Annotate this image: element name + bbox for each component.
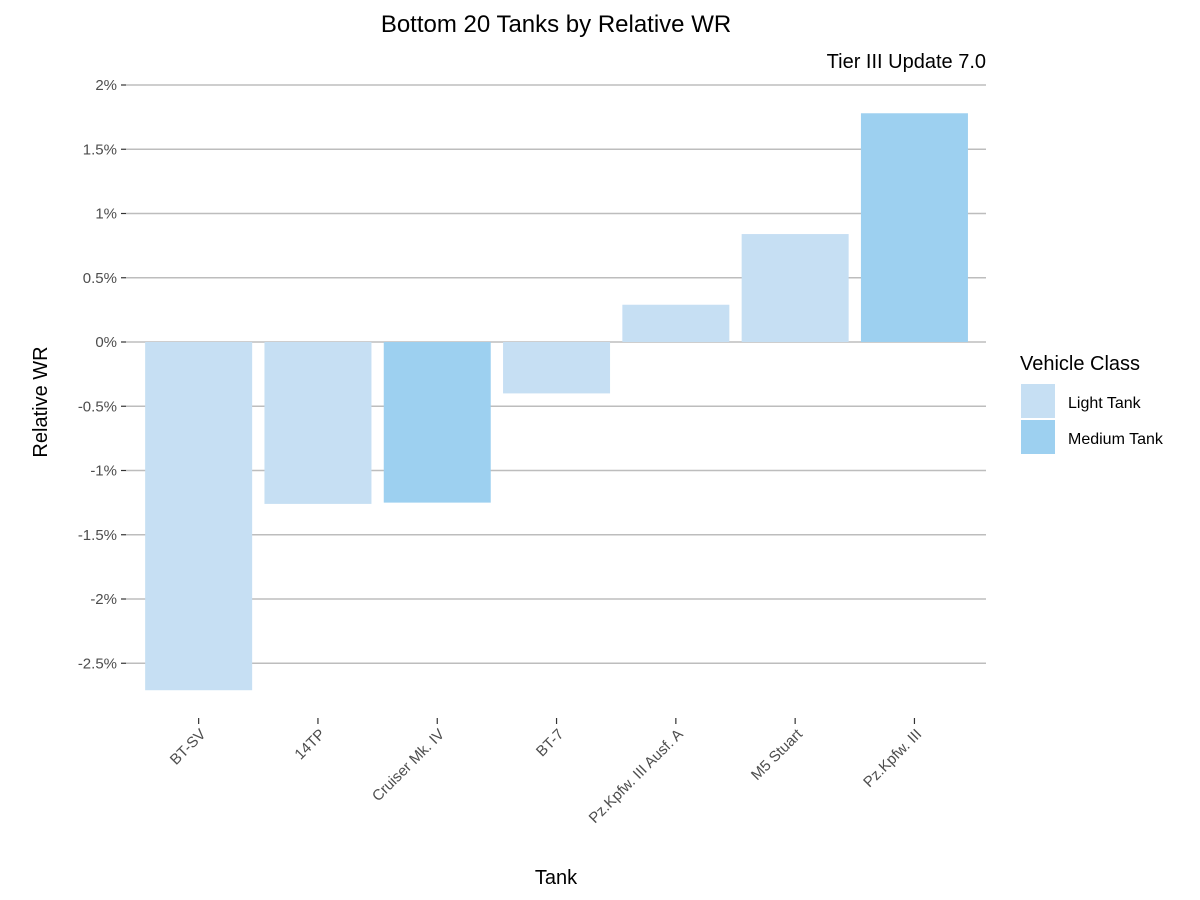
y-tick-label: 1.5% (83, 141, 117, 158)
y-tick-label: -2.5% (78, 655, 117, 672)
x-tick-label: Pz.Kpfw. III (860, 726, 925, 791)
legend: Vehicle Class Light Tank Medium Tank (1020, 353, 1164, 454)
legend-title: Vehicle Class (1020, 353, 1140, 375)
chart-subtitle: Tier III Update 7.0 (827, 51, 986, 73)
y-tick-label: 0% (95, 334, 117, 351)
x-tick-label: Pz.Kpfw. III Ausf. A (586, 726, 687, 827)
x-tick-label: M5 Stuart (748, 725, 807, 784)
chart-title: Bottom 20 Tanks by Relative WR (381, 11, 731, 38)
x-axis: BT-SV 14TP Cruiser Mk. IV BT-7 Pz.Kpfw. III … (167, 718, 925, 827)
y-tick-label: -0.5% (78, 398, 117, 415)
x-tick-label: BT-SV (167, 726, 210, 769)
bar-pz-kpfw-iii (860, 113, 968, 343)
y-axis: 2% 1.5% 1% 0.5% 0% -0.5% -1% -1.5% -2% -2.5% (78, 77, 126, 672)
y-tick-label: 1% (95, 206, 117, 223)
y-tick-label: -2% (90, 591, 117, 608)
y-tick-label: 2% (95, 77, 117, 94)
bars-layer (145, 113, 968, 691)
bar-cruiser-mk-iv (383, 342, 491, 503)
legend-swatch (1021, 420, 1055, 454)
y-tick-label: -1.5% (78, 527, 117, 544)
y-tick-label: -1% (90, 463, 117, 480)
x-tick-label: 14TP (291, 726, 328, 763)
x-tick-label: BT-7 (533, 726, 567, 760)
legend-label: Light Tank (1068, 395, 1142, 412)
legend-label: Medium Tank (1068, 431, 1164, 448)
y-axis-title: Relative WR (30, 346, 52, 457)
legend-swatch (1021, 384, 1055, 418)
x-axis-title: Tank (535, 867, 578, 889)
bar-m5-stuart (741, 234, 849, 342)
bar-bt-7 (503, 342, 611, 394)
bar-14tp (264, 342, 372, 504)
y-tick-label: 0.5% (83, 270, 117, 287)
bar-bt-sv (145, 342, 253, 691)
x-tick-label: Cruiser Mk. IV (369, 726, 448, 805)
bar-pz-kpfw-iii-ausf-a (622, 304, 730, 342)
